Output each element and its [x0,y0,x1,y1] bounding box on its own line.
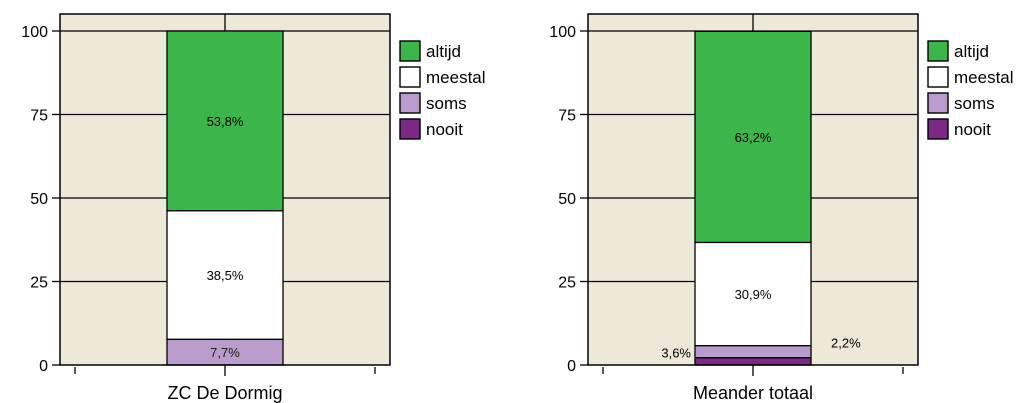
y-tick-label: 25 [558,275,576,292]
bar-segment-meestal [694,241,812,347]
bar-segment-altijd [694,30,812,244]
data-label-altijd: 53,8% [207,114,244,129]
bar-segment-soms [166,338,284,366]
legend: altijd meestal soms nooit [927,40,1014,140]
chart-panel-1: 7,7% 38,5% 53,8% 0 25 50 75 100 ZC De Dormig alti… [21,13,486,403]
y-tick-label: 0 [567,358,576,375]
legend-swatch-nooit [399,118,421,140]
legend: altijd meestal soms nooit [399,40,486,140]
y-tick-label: 50 [30,191,48,208]
legend-label-meestal: meestal [954,68,1014,87]
legend-swatch-meestal [399,66,421,88]
y-tick-label: 50 [558,191,576,208]
data-label-meestal: 38,5% [207,268,244,283]
y-tick-label: 0 [39,358,48,375]
legend-swatch-soms [399,92,421,114]
legend-label-altijd: altijd [954,42,989,61]
bar-segment-soms [694,344,812,359]
data-label-soms: 7,7% [210,345,240,360]
legend-swatch-nooit [927,118,949,140]
bar-segment-meestal [166,210,284,340]
data-label-soms: 3,6% [661,346,691,361]
legend-label-soms: soms [954,94,995,113]
legend-swatch-soms [927,92,949,114]
legend-swatch-altijd [927,40,949,62]
x-category-label: Meander totaal [693,383,813,403]
data-label-nooit: 2,2% [831,336,861,351]
data-label-altijd: 63,2% [735,130,772,145]
bar-segment-nooit [694,357,812,366]
data-label-meestal: 30,9% [735,287,772,302]
y-tick-label: 75 [558,108,576,125]
bar-segment-altijd [166,30,284,212]
legend-label-nooit: nooit [426,120,463,139]
legend-label-soms: soms [426,94,467,113]
legend-label-meestal: meestal [426,68,486,87]
legend-swatch-altijd [399,40,421,62]
y-tick-label: 100 [549,24,576,41]
legend-label-nooit: nooit [954,120,991,139]
y-tick-label: 100 [21,24,48,41]
legend-swatch-meestal [927,66,949,88]
y-tick-label: 25 [30,275,48,292]
legend-label-altijd: altijd [426,42,461,61]
y-tick-label: 75 [30,108,48,125]
x-category-label: ZC De Dormig [167,383,282,403]
chart-panel-2: 2,2% 3,6% 30,9% 63,2% 0 25 50 75 100 Meander tota… [549,13,1014,403]
